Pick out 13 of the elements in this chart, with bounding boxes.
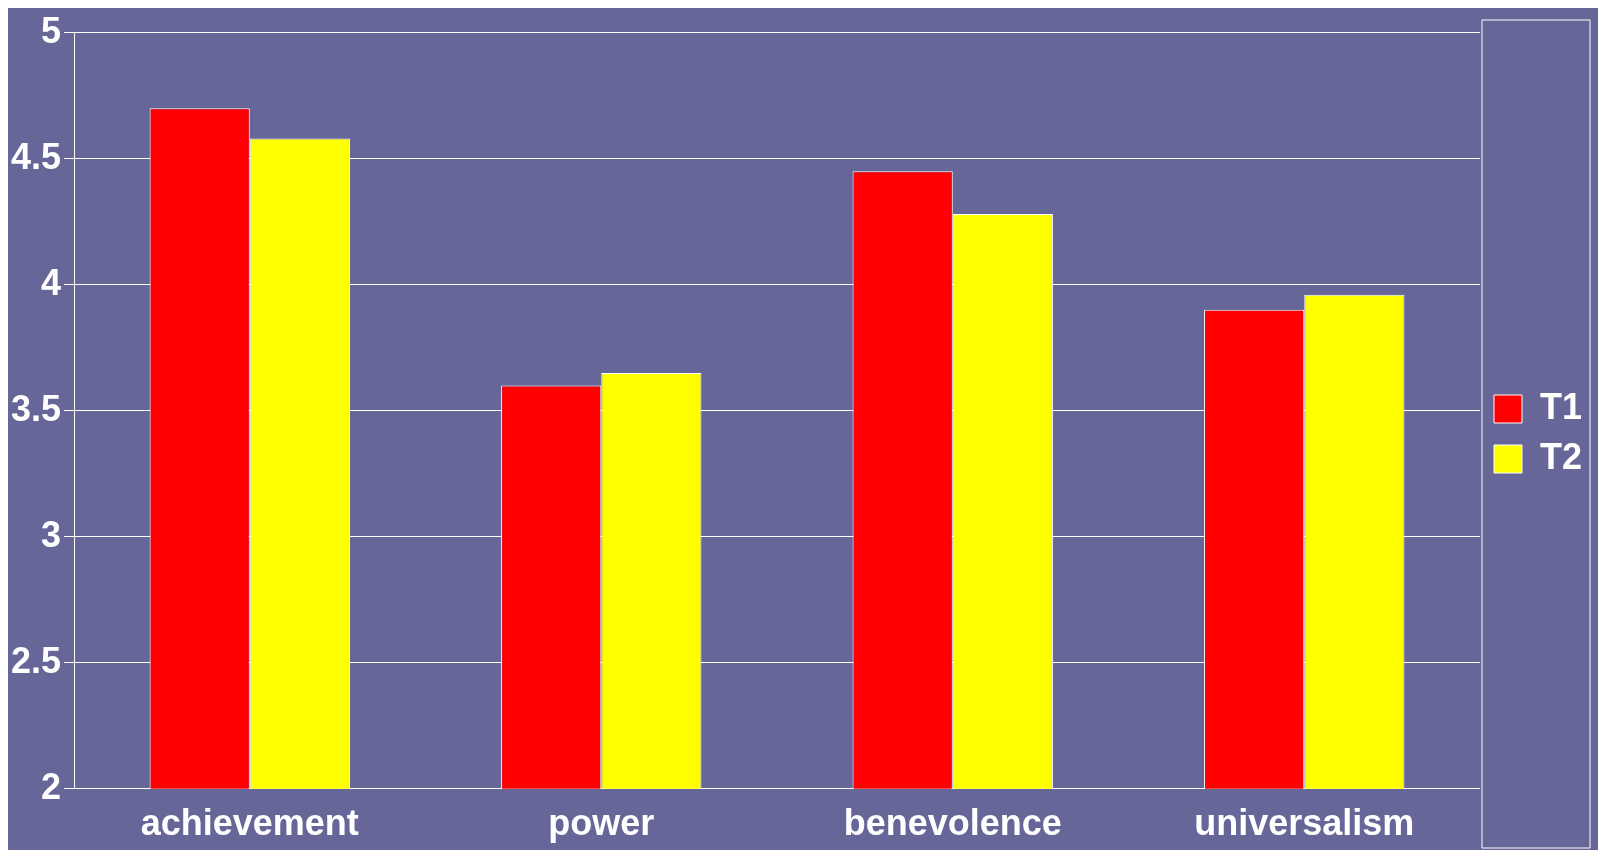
y-tick-label: 2.5 — [11, 639, 62, 681]
x-tick-label: power — [548, 802, 655, 844]
x-tick-label: universalism — [1194, 802, 1415, 844]
legend-label: T2 — [1539, 435, 1582, 477]
y-tick-label: 4.5 — [11, 135, 62, 177]
y-tick-label: 2 — [41, 765, 62, 807]
x-tick-label: benevolence — [843, 802, 1062, 844]
y-tick-label: 4 — [41, 261, 62, 303]
x-tick-label: achievement — [140, 802, 359, 844]
y-tick-label: 3.5 — [11, 387, 62, 429]
y-tick-label: 3 — [41, 513, 62, 555]
y-tick-label: 5 — [41, 9, 62, 51]
legend-label: T1 — [1539, 385, 1582, 427]
